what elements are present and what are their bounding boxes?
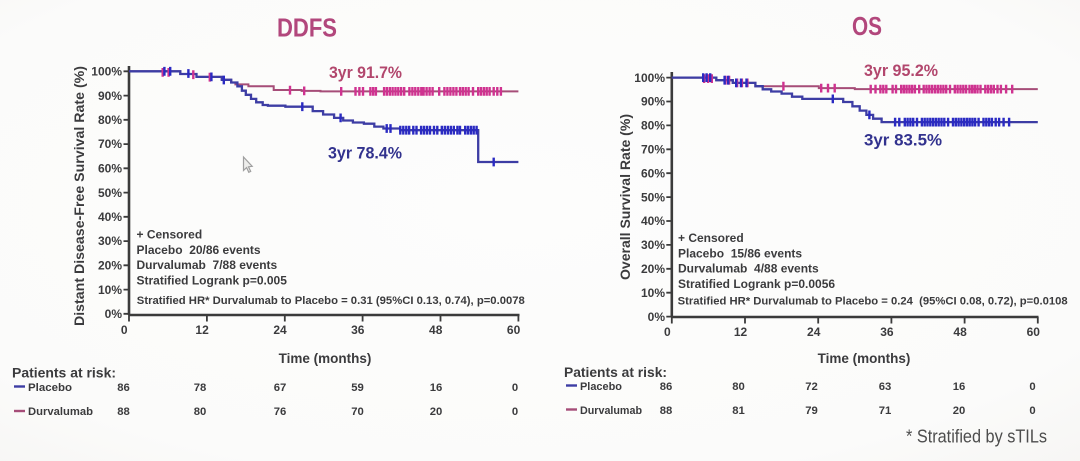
svg-text:71: 71 bbox=[879, 405, 892, 417]
svg-text:20%: 20% bbox=[98, 259, 122, 273]
svg-text:3yr 83.5%: 3yr 83.5% bbox=[864, 131, 942, 150]
svg-text:Patients at risk:: Patients at risk: bbox=[12, 366, 116, 381]
svg-text:40%: 40% bbox=[641, 214, 665, 228]
svg-text:Patients at risk:: Patients at risk: bbox=[564, 365, 667, 380]
svg-text:3yr 91.7%: 3yr 91.7% bbox=[329, 63, 402, 82]
svg-text:16: 16 bbox=[430, 382, 443, 394]
svg-text:12: 12 bbox=[195, 323, 209, 337]
svg-text:78: 78 bbox=[194, 382, 207, 394]
svg-text:0%: 0% bbox=[648, 310, 666, 324]
svg-text:60%: 60% bbox=[98, 162, 122, 176]
svg-text:0: 0 bbox=[1029, 381, 1035, 393]
svg-text:76: 76 bbox=[274, 406, 287, 418]
svg-text:70%: 70% bbox=[98, 137, 122, 151]
svg-text:Placebo: Placebo bbox=[580, 381, 622, 393]
svg-text:OS: OS bbox=[852, 11, 882, 41]
svg-text:20: 20 bbox=[953, 405, 966, 417]
svg-text:59: 59 bbox=[351, 382, 364, 394]
svg-text:100%: 100% bbox=[91, 65, 122, 79]
svg-text:80%: 80% bbox=[98, 113, 122, 127]
svg-text:Time (months): Time (months) bbox=[818, 351, 911, 366]
svg-text:90%: 90% bbox=[98, 89, 122, 103]
svg-text:48: 48 bbox=[953, 325, 967, 339]
svg-text:40%: 40% bbox=[98, 210, 122, 224]
svg-text:20%: 20% bbox=[641, 262, 665, 276]
svg-text:48: 48 bbox=[429, 323, 443, 337]
svg-text:36: 36 bbox=[880, 325, 894, 339]
svg-text:Stratified Logrank p=0.005: Stratified Logrank p=0.005 bbox=[137, 273, 288, 287]
svg-text:67: 67 bbox=[274, 382, 287, 394]
svg-text:90%: 90% bbox=[641, 95, 665, 109]
svg-text:50%: 50% bbox=[641, 190, 665, 204]
svg-text:60: 60 bbox=[1027, 325, 1041, 339]
svg-text:80%: 80% bbox=[641, 119, 665, 133]
svg-text:81: 81 bbox=[732, 405, 745, 417]
svg-text:DDFS: DDFS bbox=[277, 13, 337, 43]
svg-text:70%: 70% bbox=[641, 143, 665, 157]
svg-text:10%: 10% bbox=[98, 283, 122, 297]
svg-text:Distant Disease-Free Survival: Distant Disease-Free Survival Rate (%) bbox=[72, 66, 87, 326]
svg-text:Durvalumab: Durvalumab bbox=[580, 405, 642, 417]
svg-text:30%: 30% bbox=[641, 238, 665, 252]
svg-text:86: 86 bbox=[117, 382, 130, 394]
svg-text:80: 80 bbox=[732, 381, 745, 393]
svg-text:79: 79 bbox=[805, 405, 818, 417]
svg-text:63: 63 bbox=[879, 381, 892, 393]
svg-text:0%: 0% bbox=[105, 307, 123, 321]
svg-text:100%: 100% bbox=[634, 71, 665, 85]
svg-text:0: 0 bbox=[121, 323, 128, 337]
svg-text:Stratified HR* Durvalumab to P: Stratified HR* Durvalumab to Placebo = 0… bbox=[678, 296, 1068, 308]
svg-text:Overall Survival Rate (%): Overall Survival Rate (%) bbox=[618, 114, 633, 280]
svg-text:3yr 78.4%: 3yr 78.4% bbox=[328, 144, 402, 163]
svg-text:30%: 30% bbox=[98, 234, 122, 248]
svg-text:Durvalumab 7/88 events: Durvalumab 7/88 events bbox=[137, 258, 278, 272]
svg-text:70: 70 bbox=[351, 406, 364, 418]
svg-text:88: 88 bbox=[660, 405, 673, 417]
svg-text:3yr 95.2%: 3yr 95.2% bbox=[864, 61, 938, 80]
svg-text:+ Censored: + Censored bbox=[678, 231, 744, 245]
svg-text:20: 20 bbox=[430, 406, 443, 418]
svg-text:0: 0 bbox=[512, 382, 518, 394]
svg-text:Stratified HR* Durvalumab to P: Stratified HR* Durvalumab to Placebo = 0… bbox=[137, 295, 525, 307]
svg-text:Time (months): Time (months) bbox=[279, 351, 372, 366]
svg-text:24: 24 bbox=[807, 325, 821, 339]
svg-text:0: 0 bbox=[664, 325, 671, 339]
svg-text:Placebo 15/86 events: Placebo 15/86 events bbox=[678, 246, 802, 260]
svg-text:80: 80 bbox=[194, 406, 207, 418]
svg-text:24: 24 bbox=[273, 323, 287, 337]
svg-text:88: 88 bbox=[117, 406, 130, 418]
svg-text:Durvalumab 4/88 events: Durvalumab 4/88 events bbox=[678, 262, 819, 276]
svg-text:60%: 60% bbox=[641, 166, 665, 180]
svg-text:Stratified Logrank p=0.0056: Stratified Logrank p=0.0056 bbox=[678, 277, 835, 291]
svg-text:0: 0 bbox=[512, 406, 518, 418]
svg-text:72: 72 bbox=[805, 381, 818, 393]
svg-text:Durvalumab: Durvalumab bbox=[28, 406, 93, 418]
svg-text:36: 36 bbox=[351, 323, 365, 337]
svg-text:10%: 10% bbox=[641, 286, 665, 300]
svg-text:16: 16 bbox=[953, 381, 966, 393]
svg-text:* Stratified by sTILs: * Stratified by sTILs bbox=[906, 427, 1047, 447]
svg-text:0: 0 bbox=[1029, 405, 1035, 417]
svg-text:86: 86 bbox=[660, 381, 673, 393]
svg-text:12: 12 bbox=[734, 325, 748, 339]
svg-text:Placebo 20/86 events: Placebo 20/86 events bbox=[137, 243, 261, 257]
svg-text:+ Censored: + Censored bbox=[137, 227, 203, 241]
svg-text:Placebo: Placebo bbox=[28, 382, 72, 394]
svg-text:60: 60 bbox=[507, 323, 521, 337]
svg-text:50%: 50% bbox=[98, 186, 122, 200]
